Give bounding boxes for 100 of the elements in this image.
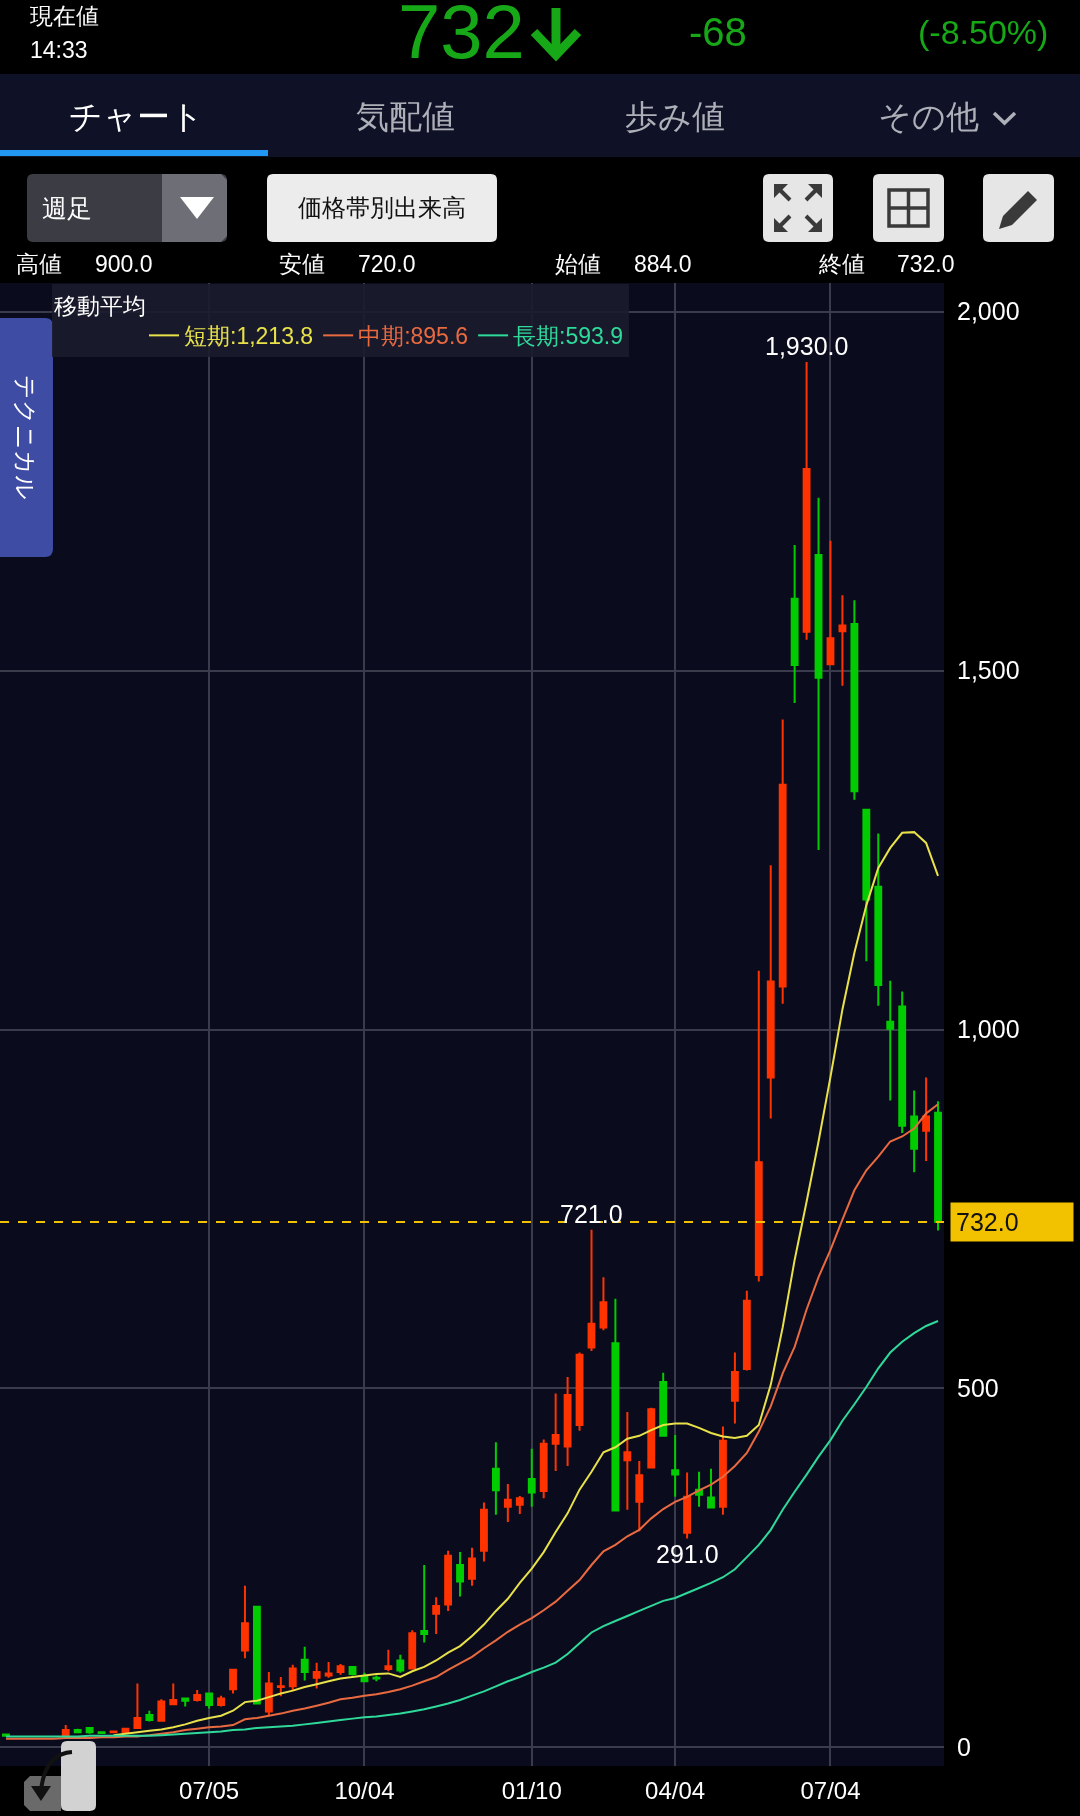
candlestick xyxy=(515,1495,524,1516)
y-tick-label: 0 xyxy=(957,1733,971,1762)
candlestick xyxy=(288,1663,297,1692)
candlestick xyxy=(193,1688,202,1701)
text: 884.0 xyxy=(634,251,692,277)
text: 高値 xyxy=(16,251,62,277)
candlestick xyxy=(659,1371,668,1438)
candlestick xyxy=(85,1726,94,1735)
annotation: 1,930.0 xyxy=(765,332,849,360)
x-tick-label: 04/04 xyxy=(645,1777,706,1804)
text: 歩み値 xyxy=(625,98,725,135)
candlestick xyxy=(480,1501,488,1563)
candlestick xyxy=(730,1351,739,1425)
candlestick xyxy=(754,969,763,1283)
candlestick xyxy=(671,1434,680,1498)
text: -68 xyxy=(689,10,747,54)
candlestick xyxy=(683,1471,692,1540)
text: 気配値 xyxy=(356,98,455,135)
line-series xyxy=(112,831,940,1737)
candlestick xyxy=(587,1228,596,1353)
annotation: 721.0 xyxy=(560,1200,623,1228)
candlestick xyxy=(695,1470,703,1508)
x-tick-label: 10/04 xyxy=(334,1777,395,1804)
candlestick xyxy=(539,1438,548,1500)
candlestick xyxy=(264,1670,273,1717)
text: 始値 xyxy=(555,251,601,277)
text: 価格帯別出来高 xyxy=(298,194,466,221)
annotation: 291.0 xyxy=(656,1540,719,1568)
candlestick xyxy=(623,1411,632,1511)
candlestick xyxy=(145,1709,154,1723)
candlestick xyxy=(205,1692,214,1710)
text: 終値 xyxy=(818,251,865,277)
candlestick xyxy=(922,1076,930,1162)
candlestick xyxy=(252,1605,261,1705)
candlestick xyxy=(910,1089,919,1174)
x-tick-label: 07/04 xyxy=(800,1777,861,1804)
candlestick xyxy=(826,539,835,666)
y-tick-label: 1,000 xyxy=(957,1015,1020,1044)
candlestick xyxy=(611,1297,620,1512)
text: 安値 xyxy=(279,251,325,277)
text: 732 xyxy=(398,0,525,74)
candlestick xyxy=(802,360,811,641)
candlestick xyxy=(468,1546,476,1587)
candlestick xyxy=(396,1653,405,1674)
candlestick xyxy=(719,1425,727,1516)
text: 14:33 xyxy=(30,37,88,63)
candlestick xyxy=(850,599,859,801)
candlestick xyxy=(934,1100,942,1232)
x-tick-label: 07/05 xyxy=(179,1777,240,1804)
candlestick xyxy=(420,1564,429,1644)
candlestick xyxy=(444,1549,453,1612)
candlestick xyxy=(766,864,775,1120)
candlestick xyxy=(886,979,895,1102)
candlestick xyxy=(61,1724,70,1737)
line-series xyxy=(4,1319,940,1738)
candlestick xyxy=(456,1551,464,1598)
legend-label: 中期:895.6 xyxy=(358,323,469,350)
candlestick xyxy=(898,990,907,1134)
candlestick xyxy=(384,1648,393,1671)
candlestick xyxy=(432,1596,441,1635)
candlestick xyxy=(599,1276,608,1332)
text: 720.0 xyxy=(358,251,416,277)
text: 732.0 xyxy=(897,251,955,277)
text: その他 xyxy=(878,98,979,135)
candlestick xyxy=(181,1697,190,1708)
annotation: テクニカル xyxy=(12,375,39,500)
ref-line-label: 732.0 xyxy=(956,1208,1019,1236)
candlestick xyxy=(838,594,847,687)
text: (-8.50%) xyxy=(918,13,1049,51)
candlestick xyxy=(790,544,799,704)
candlestick xyxy=(778,718,787,1005)
candlestick xyxy=(133,1682,142,1730)
y-tick-label: 1,500 xyxy=(957,656,1020,685)
candlestick xyxy=(241,1584,249,1660)
candlestick xyxy=(169,1682,178,1706)
legend-label: 短期:1,213.8 xyxy=(184,323,314,350)
candlestick xyxy=(491,1441,500,1516)
candlestick xyxy=(217,1694,225,1706)
candlestick xyxy=(408,1629,417,1671)
candlestick xyxy=(527,1447,536,1508)
candlestick xyxy=(503,1482,512,1523)
legend-title: 移動平均 xyxy=(54,292,146,319)
candlestick xyxy=(563,1375,572,1467)
candlestick xyxy=(312,1661,321,1690)
candlestick xyxy=(276,1675,285,1698)
candlestick xyxy=(647,1406,656,1469)
candlestick xyxy=(2,1732,10,1738)
candlestick xyxy=(97,1731,106,1734)
candlestick xyxy=(707,1467,715,1509)
y-tick-label: 500 xyxy=(957,1374,999,1403)
x-tick-label: 01/10 xyxy=(501,1777,562,1804)
candlestick xyxy=(862,808,871,963)
candlestick xyxy=(874,832,883,1007)
legend-label: 長期:593.9 xyxy=(513,323,624,350)
candlestick xyxy=(814,496,823,852)
text: 現在値 xyxy=(30,3,99,29)
candlestick xyxy=(300,1645,309,1682)
candlestick xyxy=(336,1663,345,1676)
y-tick-label: 2,000 xyxy=(957,297,1020,326)
line-series xyxy=(4,1103,940,1740)
